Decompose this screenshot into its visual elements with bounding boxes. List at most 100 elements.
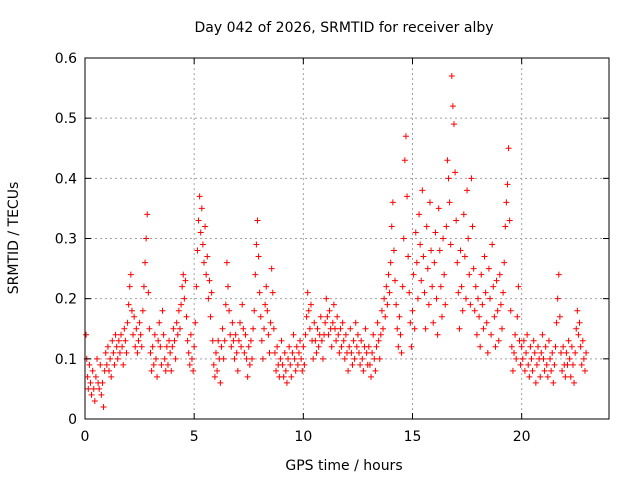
data-point — [465, 235, 472, 242]
data-point — [252, 271, 259, 278]
data-point — [511, 349, 518, 356]
data-point — [167, 349, 174, 356]
data-point — [528, 355, 535, 362]
data-point — [423, 223, 430, 230]
data-point — [518, 343, 525, 350]
data-point — [374, 319, 381, 326]
data-point — [523, 349, 530, 356]
data-point — [152, 355, 159, 362]
data-point — [250, 325, 257, 332]
data-point — [114, 355, 121, 362]
data-point — [262, 301, 269, 308]
data-point — [237, 319, 244, 326]
data-point — [228, 343, 235, 350]
data-point — [192, 319, 199, 326]
data-point — [501, 259, 508, 266]
data-point — [459, 307, 466, 314]
data-point — [452, 169, 459, 176]
data-point — [336, 349, 343, 356]
data-point — [556, 313, 563, 320]
data-point — [298, 355, 305, 362]
data-point — [83, 331, 90, 338]
data-point — [207, 313, 214, 320]
x-tick-label: 5 — [190, 429, 199, 445]
data-point — [573, 325, 580, 332]
data-point — [323, 295, 330, 302]
data-point — [292, 367, 299, 374]
data-point — [314, 325, 321, 332]
data-point — [137, 331, 144, 338]
data-point — [373, 343, 380, 350]
data-point — [269, 289, 276, 296]
data-point — [283, 379, 290, 386]
data-point — [183, 313, 190, 320]
data-point — [86, 361, 93, 368]
data-point — [541, 367, 548, 374]
data-point — [540, 355, 547, 362]
y-tick-label: 0.6 — [55, 51, 77, 67]
data-point — [432, 229, 439, 236]
data-point — [121, 325, 128, 332]
data-point — [118, 331, 125, 338]
data-point — [180, 271, 187, 278]
data-point — [219, 325, 226, 332]
data-point — [412, 229, 419, 236]
data-point — [337, 325, 344, 332]
data-point — [330, 301, 337, 308]
data-point — [530, 337, 537, 344]
data-point — [334, 313, 341, 320]
data-point — [513, 355, 520, 362]
data-point — [414, 295, 421, 302]
data-point — [198, 205, 205, 212]
data-point — [445, 175, 452, 182]
data-point — [572, 349, 579, 356]
data-point — [218, 343, 225, 350]
data-point — [123, 349, 130, 356]
data-point — [238, 343, 245, 350]
data-point — [331, 325, 338, 332]
data-point — [418, 277, 425, 284]
data-point — [453, 217, 460, 224]
data-point — [544, 373, 551, 380]
data-point — [360, 367, 367, 374]
data-point — [194, 247, 201, 254]
data-point — [359, 355, 366, 362]
data-point — [365, 343, 372, 350]
data-point — [103, 361, 110, 368]
y-tick-label: 0.5 — [55, 111, 77, 127]
data-point — [99, 379, 106, 386]
data-point — [435, 205, 442, 212]
data-point — [297, 337, 304, 344]
data-point — [154, 373, 161, 380]
data-point — [560, 343, 567, 350]
data-point — [214, 367, 221, 374]
data-point — [567, 373, 574, 380]
data-point — [146, 325, 153, 332]
data-point — [286, 343, 293, 350]
data-point — [148, 367, 155, 374]
data-point — [213, 349, 219, 356]
data-point — [175, 307, 182, 314]
data-point — [410, 271, 417, 278]
data-point — [492, 343, 499, 350]
data-point — [563, 349, 570, 356]
data-point — [370, 331, 377, 338]
data-point — [139, 307, 146, 314]
data-point — [329, 319, 336, 326]
data-point — [145, 289, 152, 296]
data-point — [209, 337, 216, 344]
data-point — [274, 343, 281, 350]
data-point — [554, 295, 561, 302]
data-point — [133, 325, 140, 332]
data-point — [325, 331, 332, 338]
data-point — [484, 349, 491, 356]
data-point — [134, 349, 141, 356]
data-point — [306, 325, 313, 332]
data-point — [564, 361, 571, 368]
data-point — [241, 349, 248, 356]
data-point — [469, 223, 476, 230]
data-point — [532, 379, 539, 386]
data-point — [512, 331, 519, 338]
data-point — [160, 331, 167, 338]
data-point — [290, 331, 297, 338]
